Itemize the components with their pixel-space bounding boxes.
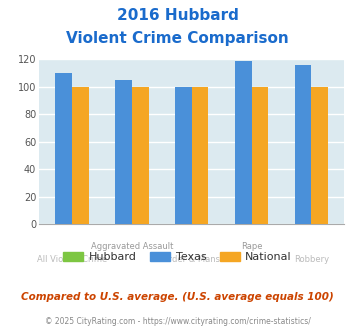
Text: Robbery: Robbery — [294, 255, 329, 264]
Text: Violent Crime Comparison: Violent Crime Comparison — [66, 31, 289, 46]
Bar — [252, 87, 268, 224]
Bar — [115, 80, 132, 224]
Text: Compared to U.S. average. (U.S. average equals 100): Compared to U.S. average. (U.S. average … — [21, 292, 334, 302]
Bar — [72, 87, 89, 224]
Bar — [132, 87, 149, 224]
Bar — [311, 87, 328, 224]
Bar — [175, 87, 192, 224]
Legend: Hubbard, Texas, National: Hubbard, Texas, National — [59, 248, 296, 267]
Text: All Violent Crime: All Violent Crime — [37, 255, 107, 264]
Bar — [295, 65, 311, 224]
Text: Rape: Rape — [241, 242, 262, 251]
Text: © 2025 CityRating.com - https://www.cityrating.com/crime-statistics/: © 2025 CityRating.com - https://www.city… — [45, 317, 310, 326]
Bar — [235, 61, 252, 224]
Bar — [192, 87, 208, 224]
Text: Aggravated Assault: Aggravated Assault — [91, 242, 173, 251]
Text: 2016 Hubbard: 2016 Hubbard — [116, 8, 239, 23]
Bar — [55, 73, 72, 224]
Text: Murder & Mans...: Murder & Mans... — [156, 255, 228, 264]
